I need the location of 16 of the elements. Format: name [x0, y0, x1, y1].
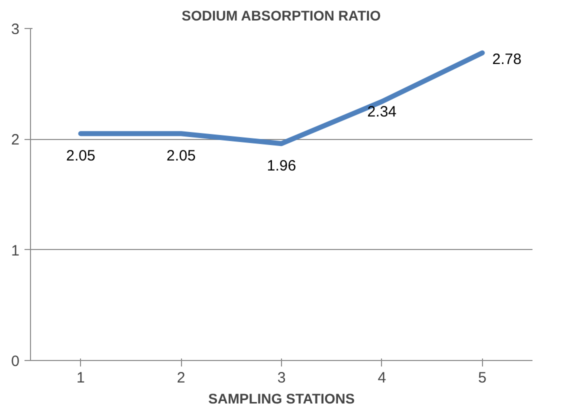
y-tick-label: 1	[11, 242, 20, 260]
x-tick-label: 2	[176, 370, 186, 386]
x-tick-label: 3	[277, 370, 286, 386]
data-label: 2.05	[166, 148, 196, 165]
x-axis-title: SAMPLING STATIONS	[208, 390, 355, 406]
y-tick-label: 3	[11, 21, 20, 38]
y-tick-label: 0	[11, 353, 20, 370]
data-label: 2.78	[492, 50, 522, 68]
data-label: 1.96	[266, 158, 296, 175]
data-label: 2.05	[66, 148, 96, 165]
y-tick-label: 2	[11, 132, 20, 149]
data-label: 2.34	[367, 104, 397, 121]
chart-title: SODIUM ABSORPTION RATIO	[182, 8, 381, 24]
x-tick-label: 4	[378, 370, 386, 386]
x-tick-label: 1	[76, 370, 85, 386]
x-tick-label: 5	[478, 370, 486, 386]
